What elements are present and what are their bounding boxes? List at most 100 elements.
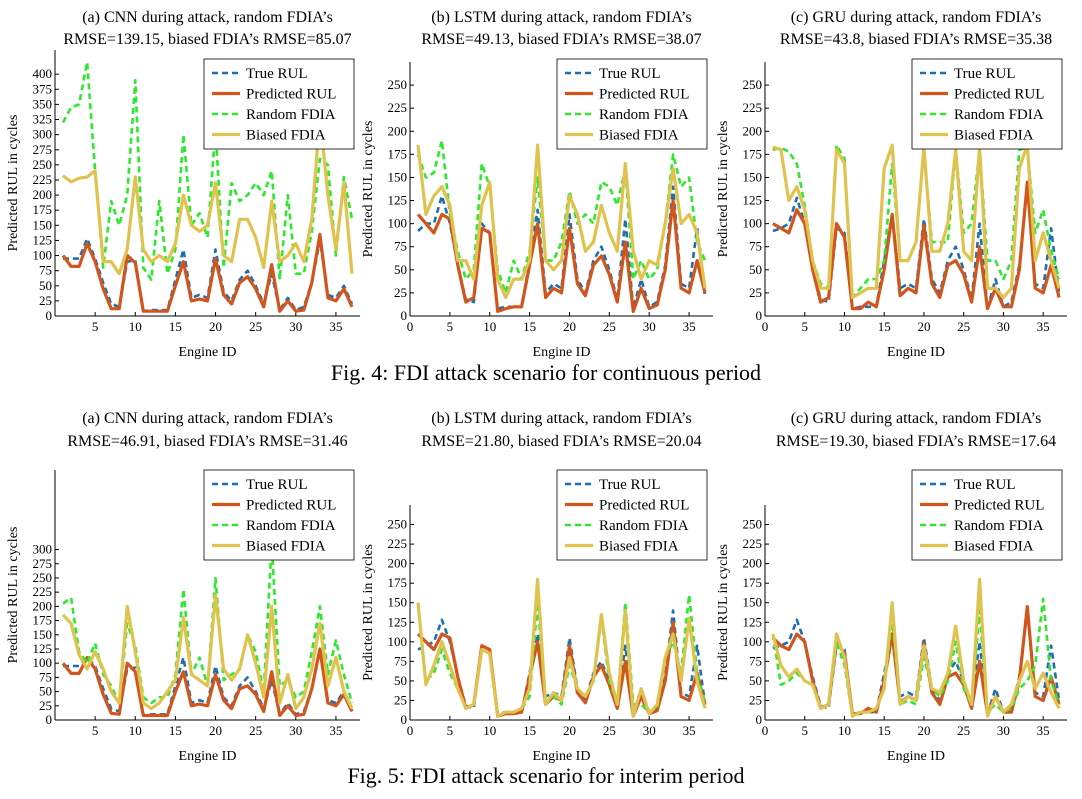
series-line-random-fdia	[416, 593, 707, 718]
y-tick-label: 100	[743, 634, 763, 649]
chart-title-line2: RMSE=21.80, biased FDIA’s RMSE=20.04	[421, 433, 701, 450]
legend-label-true-rul: True RUL	[246, 66, 308, 82]
y-tick-label: 250	[33, 157, 53, 172]
x-axis-label: Engine ID	[887, 345, 945, 360]
chart-title-line2: RMSE=19.30, biased FDIA’s RMSE=17.64	[776, 433, 1056, 450]
legend-label-random-fdia: Random FDIA	[954, 518, 1044, 534]
x-tick-label: 0	[407, 723, 414, 738]
x-tick-label: 25	[603, 319, 616, 334]
series-line-random-fdia	[61, 60, 354, 282]
x-tick-label: 20	[563, 319, 576, 334]
legend-label-biased-fdia: Biased FDIA	[246, 539, 326, 555]
y-tick-label: 225	[388, 536, 408, 551]
y-tick-label: 75	[394, 239, 407, 254]
y-tick-label: 250	[388, 77, 408, 92]
series-line-biased-fdia	[771, 577, 1061, 718]
y-tick-label: 200	[388, 556, 408, 571]
y-tick-label: 25	[39, 293, 52, 308]
series-line-biased-fdia	[416, 143, 707, 300]
y-tick-label: 150	[743, 595, 763, 610]
chart-legend: True RUL Predicted RUL Random FDIA Biased F…	[556, 469, 708, 561]
y-tick-label: 200	[743, 556, 763, 571]
y-tick-label: 150	[388, 595, 408, 610]
legend-label-random-fdia: Random FDIA	[954, 107, 1044, 123]
chart-title-line2: RMSE=43.8, biased FDIA’s RMSE=35.38	[780, 31, 1052, 48]
chart-legend: True RUL Predicted RUL Random FDIA Biased F…	[911, 469, 1063, 561]
y-tick-label: 250	[33, 570, 53, 585]
y-tick-label: 0	[401, 308, 408, 323]
y-tick-label: 25	[394, 692, 407, 707]
y-tick-label: 175	[388, 575, 408, 590]
x-tick-label: 30	[643, 723, 656, 738]
x-tick-label: 15	[878, 319, 891, 334]
y-tick-label: 100	[743, 216, 763, 231]
y-axis-label: Predicted RUL in cycles	[6, 115, 21, 252]
series-line-predicted-rul	[416, 198, 707, 313]
y-tick-label: 100	[388, 216, 408, 231]
y-tick-label: 75	[394, 653, 407, 668]
chart-panel-3: (c) GRU during attack, random FDIA’s RMSE…	[716, 9, 1067, 360]
legend-label-predicted-rul: Predicted RUL	[599, 87, 689, 103]
x-tick-label: 20	[563, 723, 576, 738]
x-tick-label: 30	[643, 319, 656, 334]
x-tick-label: 35	[329, 723, 342, 738]
x-axis-label: Engine ID	[533, 345, 591, 360]
legend-label-true-rul: True RUL	[599, 477, 661, 493]
legend-label-biased-fdia: Biased FDIA	[599, 128, 679, 144]
chart-panel-4: (a) CNN during attack, random FDIA’s RMSE…	[6, 410, 360, 764]
x-tick-label: 20	[209, 319, 222, 334]
y-tick-label: 175	[743, 575, 763, 590]
x-tick-label: 10	[483, 723, 496, 738]
y-tick-label: 375	[33, 81, 53, 96]
series-line-biased-fdia	[62, 114, 354, 276]
x-tick-label: 15	[878, 723, 891, 738]
y-tick-label: 200	[33, 598, 53, 613]
y-tick-label: 325	[33, 112, 53, 127]
x-tick-label: 35	[1037, 723, 1050, 738]
x-tick-label: 30	[997, 723, 1010, 738]
x-tick-label: 30	[289, 723, 302, 738]
x-tick-label: 5	[447, 319, 454, 334]
x-tick-label: 15	[523, 319, 536, 334]
y-tick-label: 125	[33, 641, 53, 656]
chart-panel-5: (b) LSTM during attack, random FDIA’s RMS…	[361, 410, 713, 764]
y-tick-label: 300	[33, 127, 53, 142]
y-tick-label: 25	[749, 692, 762, 707]
y-tick-label: 275	[33, 142, 53, 157]
chart-panel-6: (c) GRU during attack, random FDIA’s RMSE…	[716, 410, 1067, 764]
y-tick-label: 150	[33, 627, 53, 642]
x-tick-label: 20	[917, 319, 930, 334]
chart-legend: True RUL Predicted RUL Random FDIA Biased F…	[203, 469, 355, 561]
x-axis-label: Engine ID	[887, 749, 945, 764]
x-tick-label: 15	[523, 723, 536, 738]
y-axis-label: Predicted RUL in cycles	[361, 544, 376, 681]
chart-title-line1: (c) GRU during attack, random FDIA’s	[791, 9, 1042, 26]
x-axis-label: Engine ID	[533, 749, 591, 764]
x-tick-label: 5	[92, 319, 99, 334]
x-tick-label: 35	[1037, 319, 1050, 334]
figure-caption-4: Fig. 4: FDI attack scenario for continuo…	[331, 360, 761, 385]
y-tick-label: 200	[388, 123, 408, 138]
x-tick-label: 25	[603, 723, 616, 738]
y-tick-label: 125	[388, 614, 408, 629]
y-tick-label: 75	[749, 653, 762, 668]
legend-label-random-fdia: Random FDIA	[246, 107, 336, 123]
legend-label-true-rul: True RUL	[954, 66, 1016, 82]
legend-label-true-rul: True RUL	[599, 66, 661, 82]
y-tick-label: 250	[388, 517, 408, 532]
y-tick-label: 50	[39, 278, 52, 293]
y-tick-label: 400	[33, 66, 53, 81]
x-axis-label: Engine ID	[179, 345, 237, 360]
chart-panel-1: (a) CNN during attack, random FDIA’s RMSE…	[6, 9, 360, 360]
x-tick-label: 25	[957, 319, 970, 334]
chart-legend: True RUL Predicted RUL Random FDIA Biased F…	[556, 58, 708, 150]
series-line-random-fdia	[416, 139, 707, 295]
x-tick-label: 0	[762, 723, 769, 738]
figure-caption-5: Fig. 5: FDI attack scenario for interim …	[347, 763, 744, 788]
y-tick-label: 250	[743, 517, 763, 532]
x-tick-label: 10	[483, 319, 496, 334]
legend-label-predicted-rul: Predicted RUL	[246, 87, 336, 103]
y-tick-label: 75	[39, 669, 52, 684]
y-tick-label: 225	[33, 172, 53, 187]
y-tick-label: 150	[33, 217, 53, 232]
